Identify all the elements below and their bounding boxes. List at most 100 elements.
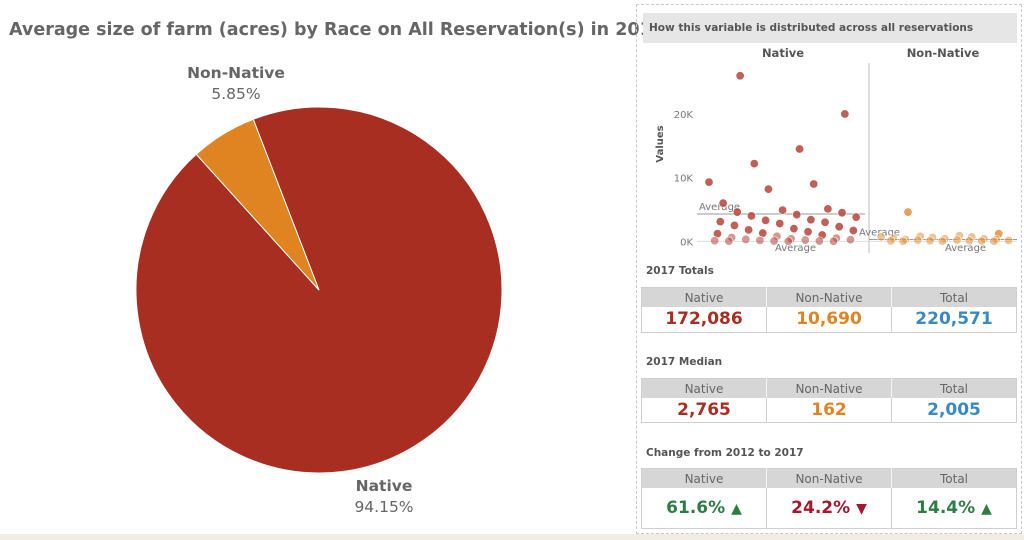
change-non-native-percent: 24.2% — [791, 497, 851, 518]
average-label-native: Average — [775, 243, 816, 254]
scatter-point-native[interactable] — [732, 207, 742, 217]
change-total-percent: 14.4% — [916, 497, 976, 518]
scatter-point-native[interactable] — [834, 222, 844, 232]
scatter-column-header-non-native: Non-Native — [907, 46, 980, 60]
scatter-point-native[interactable] — [715, 217, 725, 227]
median-table: Native Non-Native Total 2,765 162 2,005 — [641, 378, 1017, 423]
totals-value-non-native: 10,690 — [766, 307, 892, 332]
scatter-point-native[interactable] — [792, 210, 802, 220]
scatter-y-tick-label: 20K — [674, 110, 694, 121]
scatter-point-native[interactable] — [761, 215, 771, 225]
scatter-point-non-native[interactable] — [876, 232, 886, 242]
scatter-point-native[interactable] — [800, 235, 810, 245]
totals-header-total: Total — [891, 287, 1017, 307]
scatter-point-native[interactable] — [820, 217, 830, 227]
scatter-point-native[interactable] — [744, 225, 754, 235]
scatter-point-native[interactable] — [803, 227, 813, 237]
scatter-y-tick-label: 10K — [674, 174, 694, 185]
scatter-point-native[interactable] — [840, 109, 850, 119]
down-arrow-icon: ▼ — [856, 500, 867, 517]
scatter-point-non-native[interactable] — [1004, 235, 1014, 245]
scatter-point-native[interactable] — [763, 184, 773, 194]
scatter-point-native[interactable] — [846, 235, 856, 245]
scatter-point-native[interactable] — [809, 179, 819, 189]
scatter-y-axis-label: Values — [655, 125, 666, 162]
scatter-point-native[interactable] — [823, 204, 833, 214]
distribution-scatter-chart: Native Non-Native Values 0K 10K 20K Average Ave… — [655, 46, 1017, 254]
scatter-point-non-native[interactable] — [913, 235, 923, 245]
scatter-y-tick-label: 0K — [680, 237, 693, 248]
pie-label-native-percent: 94.15% — [354, 498, 414, 516]
scatter-point-native[interactable] — [829, 236, 839, 246]
scatter-point-native[interactable] — [795, 144, 805, 154]
median-header-native: Native — [641, 378, 767, 398]
change-title: Change from 2012 to 2017 — [646, 447, 804, 459]
change-table: Native Non-Native Total 61.6% ▲ 24.2% ▼ … — [641, 468, 1017, 529]
scatter-point-non-native[interactable] — [886, 236, 896, 246]
median-header-non-native: Non-Native — [766, 378, 892, 398]
median-header-total: Total — [891, 378, 1017, 398]
totals-header-native: Native — [641, 287, 767, 307]
scatter-point-non-native[interactable] — [903, 207, 913, 217]
scatter-point-non-native[interactable] — [925, 236, 935, 246]
median-value-native: 2,765 — [641, 398, 767, 422]
scatter-point-native[interactable] — [724, 236, 734, 246]
scatter-point-native[interactable] — [741, 234, 751, 244]
change-header-native: Native — [641, 468, 767, 488]
average-label-native: Average — [699, 202, 740, 213]
scatter-point-native[interactable] — [755, 235, 765, 245]
scatter-point-native[interactable] — [848, 226, 858, 236]
totals-header-non-native: Non-Native — [766, 287, 892, 307]
change-value-total: 14.4% ▲ — [891, 488, 1017, 528]
totals-title: 2017 Totals — [646, 265, 714, 277]
change-header-total: Total — [891, 468, 1017, 488]
up-arrow-icon: ▲ — [731, 500, 742, 517]
scatter-point-native[interactable] — [851, 212, 861, 222]
median-title: 2017 Median — [646, 356, 723, 368]
totals-value-native: 172,086 — [641, 307, 767, 332]
scatter-point-native[interactable] — [778, 205, 788, 215]
average-label-non-native: Average — [945, 243, 986, 254]
distribution-header: How this variable is distributed across … — [643, 13, 1017, 43]
pie-label-non-native-name: Non-Native — [187, 64, 285, 82]
scatter-point-non-native[interactable] — [977, 236, 987, 246]
up-arrow-icon: ▲ — [981, 500, 992, 517]
pie-label-non-native-percent: 5.85% — [211, 85, 261, 103]
scatter-point-non-native[interactable] — [989, 236, 999, 246]
scatter-point-native[interactable] — [735, 71, 745, 81]
pie-label-native: Native 94.15% — [324, 476, 444, 518]
change-header-non-native: Non-Native — [766, 468, 892, 488]
right-panel: How this variable is distributed across … — [636, 4, 1022, 534]
scatter-point-non-native[interactable] — [898, 236, 908, 246]
pie-label-non-native: Non-Native 5.85% — [176, 63, 296, 105]
scatter-point-non-native[interactable] — [964, 236, 974, 246]
pie-label-native-name: Native — [355, 477, 413, 495]
totals-value-total: 220,571 — [891, 307, 1017, 332]
scatter-point-native[interactable] — [806, 215, 816, 225]
bottom-strip — [0, 534, 1024, 540]
change-value-native: 61.6% ▲ — [641, 488, 767, 528]
scatter-point-native[interactable] — [704, 177, 714, 187]
scatter-point-native[interactable] — [775, 219, 785, 229]
pie-slice-non-native[interactable] — [195, 118, 320, 291]
scatter-point-non-native[interactable] — [952, 235, 962, 245]
scatter-point-native[interactable] — [710, 236, 720, 246]
scatter-point-native[interactable] — [749, 159, 759, 169]
scatter-point-native[interactable] — [814, 236, 824, 246]
scatter-column-header-native: Native — [762, 46, 804, 60]
change-native-percent: 61.6% — [666, 497, 726, 518]
median-value-non-native: 162 — [766, 398, 892, 422]
change-value-non-native: 24.2% ▼ — [766, 488, 892, 528]
pie-chart: Non-Native 5.85% Native 94.15% — [0, 50, 630, 530]
chart-title: Average size of farm (acres) by Race on … — [9, 20, 664, 40]
scatter-point-native[interactable] — [783, 236, 793, 246]
median-value-total: 2,005 — [891, 398, 1017, 422]
scatter-point-native[interactable] — [789, 224, 799, 234]
pie-chart-svg — [135, 106, 503, 474]
scatter-point-native[interactable] — [769, 236, 779, 246]
scatter-point-non-native[interactable] — [937, 236, 947, 246]
scatter-point-native[interactable] — [729, 220, 739, 230]
scatter-point-native[interactable] — [718, 198, 728, 208]
scatter-point-native[interactable] — [837, 208, 847, 218]
scatter-point-native[interactable] — [746, 211, 756, 221]
